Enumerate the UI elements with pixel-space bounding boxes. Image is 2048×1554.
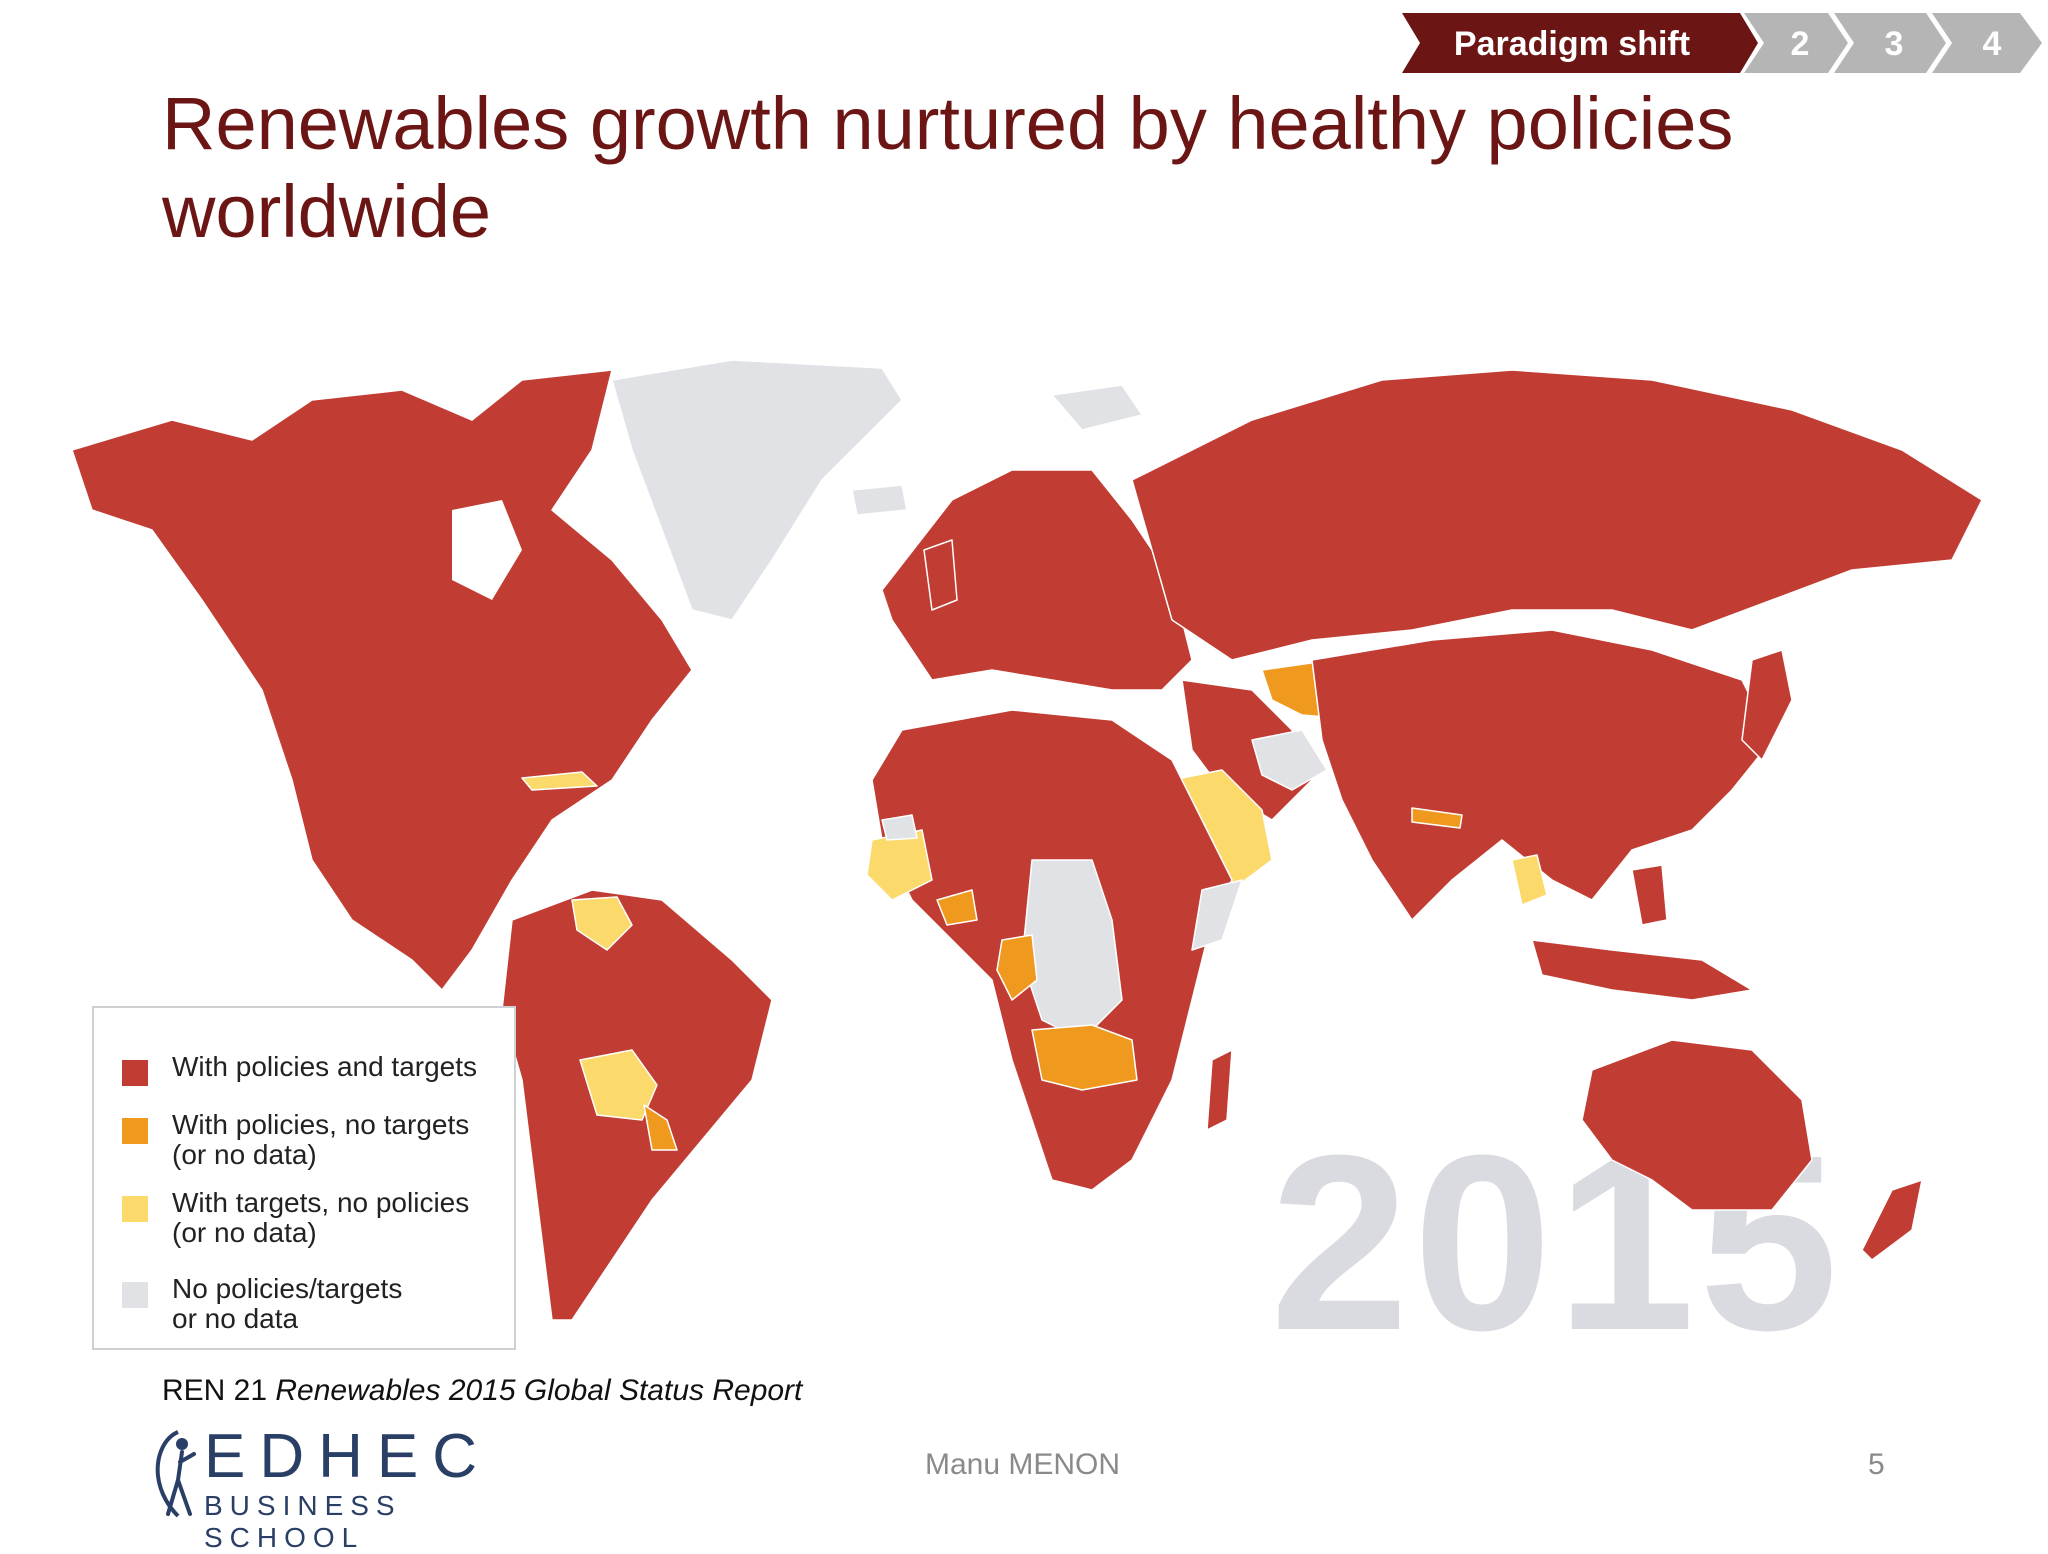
region-nepal <box>1411 807 1463 829</box>
nav-step-4[interactable] <box>1932 13 2042 73</box>
legend-label: No policies/targets or no data <box>172 1273 403 1334</box>
region-uk <box>923 539 958 611</box>
nav-step-3[interactable] <box>1834 13 1946 73</box>
legend-label: With targets, no policies (or no data) <box>172 1187 470 1248</box>
nav-step-label: 4 <box>1983 25 2002 63</box>
legend-swatch <box>122 1282 148 1308</box>
nav-step-label: 2 <box>1791 25 1810 63</box>
region-japan <box>1741 649 1793 761</box>
map-legend: With policies and targets With policies,… <box>92 1006 516 1350</box>
slide-title-line2: worldwide <box>162 170 492 253</box>
page-number: 5 <box>1868 1448 1885 1481</box>
region-angola-zambia <box>1031 1024 1138 1091</box>
region-west-africa-no-data <box>881 814 918 841</box>
region-paraguay <box>643 1104 678 1151</box>
region-new-zealand <box>1861 1179 1923 1261</box>
region-cameroon <box>996 934 1038 1001</box>
author-name: Manu MENON <box>925 1448 1121 1481</box>
legend-swatch <box>122 1196 148 1222</box>
region-russia <box>1131 369 1983 661</box>
legend-swatch <box>122 1118 148 1144</box>
region-north-america <box>71 369 693 991</box>
nav-step-2[interactable] <box>1744 13 1848 73</box>
region-arctic-islands <box>1051 384 1143 431</box>
region-hudson-bay <box>452 500 522 600</box>
region-madagascar <box>1206 1049 1233 1131</box>
region-caribbean-yellow <box>521 771 598 791</box>
region-bolivia <box>579 1049 658 1121</box>
legend-swatch <box>122 1060 148 1086</box>
region-europe <box>881 469 1193 691</box>
progress-breadcrumb: Paradigm shift 2 3 4 <box>1402 13 2042 73</box>
logo-subtitle: BUSINESS SCHOOL <box>204 1490 402 1553</box>
logo-figure-icon <box>155 1430 196 1518</box>
region-nigeria <box>936 889 978 926</box>
region-horn-of-africa-no-data <box>1191 879 1243 951</box>
source-citation: REN 21 Renewables 2015 Global Status Rep… <box>162 1374 803 1407</box>
region-asia <box>1311 629 1773 921</box>
region-se-asia-yellow <box>1511 854 1548 906</box>
nav-step-label: 3 <box>1885 25 1904 63</box>
region-greenland <box>611 360 903 621</box>
legend-item: No policies/targets or no data <box>122 1274 402 1334</box>
source-title: Renewables 2015 Global Status Report <box>275 1374 803 1407</box>
logo-wordmark: EDHEC <box>204 1422 492 1491</box>
region-philippines <box>1631 864 1668 926</box>
legend-item: With policies and targets <box>122 1052 477 1086</box>
region-iceland <box>851 484 908 516</box>
slide-title-line1: Renewables growth nurtured by healthy po… <box>162 82 1734 165</box>
nav-step-label: Paradigm shift <box>1454 25 1690 63</box>
slide-title: Renewables growth nurtured by healthy po… <box>162 80 1882 256</box>
region-middle-east <box>1181 679 1313 821</box>
legend-label: With policies and targets <box>172 1051 478 1082</box>
region-gulf-no-data <box>1251 729 1328 791</box>
region-indonesia <box>1531 939 1753 1001</box>
legend-item: With targets, no policies (or no data) <box>122 1188 469 1248</box>
world-policy-map <box>52 360 2012 1360</box>
region-venezuela <box>571 896 633 951</box>
region-australia <box>1581 1039 1813 1211</box>
edhec-logo: EDHEC BUSINESS SCHOOL <box>148 1422 528 1553</box>
nav-step-paradigm-shift[interactable] <box>1402 13 1758 73</box>
legend-item: With policies, no targets (or no data) <box>122 1110 469 1170</box>
legend-label: With policies, no targets (or no data) <box>172 1109 470 1170</box>
